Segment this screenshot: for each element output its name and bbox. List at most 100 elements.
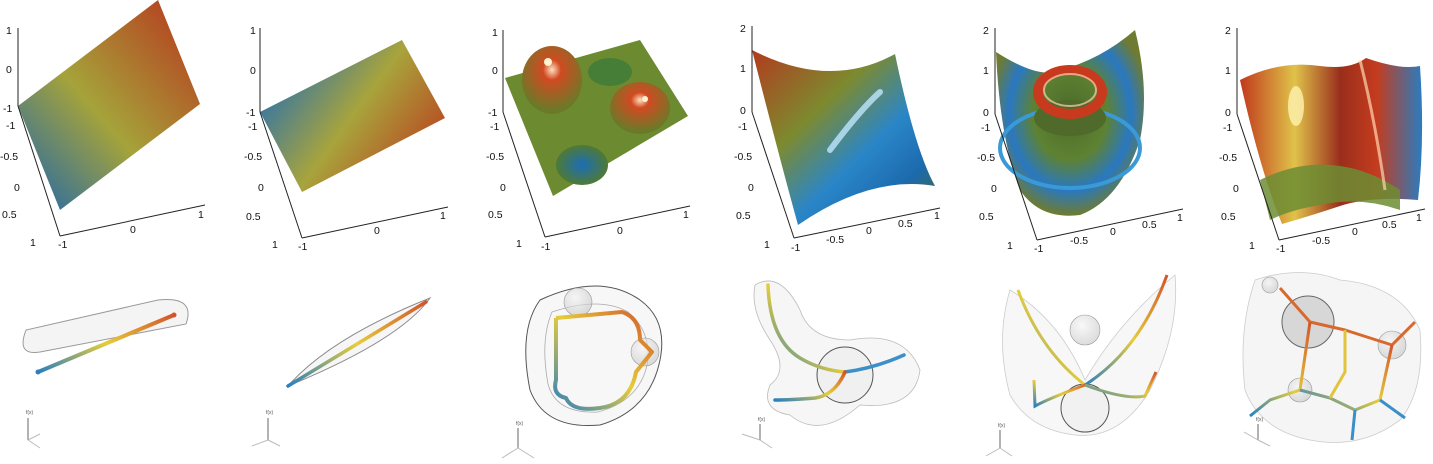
x-axis-line	[1036, 208, 1184, 241]
z-tick-1: 1	[250, 25, 256, 37]
y-tick-2: -0.5	[1219, 152, 1237, 164]
y-tick-2: -0.5	[977, 152, 995, 164]
y-tick-2: -0.5	[734, 151, 752, 163]
graph-edge	[843, 353, 906, 374]
x-axis-line	[1278, 208, 1426, 241]
y-tick-1: -1	[981, 122, 990, 134]
graph-node	[35, 369, 41, 375]
surface-plot-2: 1 0 -1 -1 -0.5 0 0.5 1 -1 0 1	[244, 25, 449, 253]
y-tick-3: 0	[14, 182, 20, 194]
axes-triad: f(x)	[741, 417, 773, 449]
surface-tilted-plane	[260, 40, 445, 192]
graph-render-6: f(x)	[1242, 272, 1422, 447]
x-axis-line	[793, 207, 941, 239]
y-axis-line	[502, 111, 546, 238]
panel-3: 1 0 -1 -1 -0.5 0 0.5 1 -1 0 1 f(x)	[486, 27, 691, 459]
highlight	[642, 96, 648, 102]
x-tick-1: -1	[58, 239, 67, 251]
graph-loop-edge	[553, 310, 654, 411]
node-sphere	[563, 287, 593, 317]
surface-plot-3: 1 0 -1 -1 -0.5 0 0.5 1 -1 0 1	[486, 27, 691, 253]
axes-triad: f(x)	[251, 410, 281, 447]
z-tick-2: 0	[6, 64, 12, 76]
x-tick-4: 0.5	[1142, 219, 1157, 231]
y-tick-5: 1	[516, 238, 522, 250]
x-tick-1: -1	[1276, 243, 1285, 255]
graph-edge	[286, 300, 428, 388]
y-tick-2: -0.5	[0, 151, 18, 163]
graph-render-3: f(x)	[501, 285, 663, 459]
x-tick-4: 0.5	[898, 218, 913, 230]
y-tick-4: 0.5	[246, 211, 261, 223]
y-axis-line	[17, 105, 61, 237]
z-tick-1: 2	[740, 23, 746, 35]
z-tick-1: 2	[1225, 25, 1231, 37]
surface-peak	[522, 46, 582, 114]
x-tick-2: 0	[374, 225, 380, 237]
z-tick-3: -1	[246, 107, 255, 119]
x-tick-2: -0.5	[1070, 235, 1088, 247]
graph-edge	[1379, 398, 1406, 420]
y-tick-4: 0.5	[2, 209, 17, 221]
graph-edge	[1016, 289, 1086, 387]
node-sphere	[1261, 276, 1279, 294]
surface-peak	[610, 82, 670, 134]
axes-triad: f(x)	[1243, 417, 1271, 447]
y-tick-3: 0	[500, 182, 506, 194]
axis-label: f(x)	[1256, 417, 1264, 423]
graph-edge	[1032, 379, 1086, 409]
y-tick-3: 0	[258, 182, 264, 194]
y-tick-1: -1	[1223, 122, 1232, 134]
x-axis-line	[59, 204, 206, 237]
graph-edge	[766, 283, 847, 374]
panel-1: 1 0 -1 -1 -0.5 0 0.5 1 -1 0 1 f(x)	[0, 0, 206, 449]
z-tick-2: 1	[740, 63, 746, 75]
axes-triad: f(x)	[985, 423, 1013, 457]
y-tick-1: -1	[248, 121, 257, 133]
y-tick-1: -1	[738, 121, 747, 133]
y-tick-5: 1	[30, 237, 36, 249]
graph-render-2: f(x)	[251, 296, 432, 447]
x-tick-5: 1	[1416, 212, 1422, 224]
z-tick-2: 1	[983, 65, 989, 77]
y-tick-3: 0	[991, 183, 997, 195]
y-tick-5: 1	[764, 239, 770, 251]
surface-linear-plane	[18, 0, 200, 210]
y-tick-5: 1	[272, 239, 278, 251]
x-tick-3: 1	[198, 209, 204, 221]
x-axis-line	[301, 206, 449, 239]
y-axis-line	[994, 113, 1038, 241]
tube-inner	[544, 303, 649, 413]
y-axis-line	[259, 111, 303, 239]
y-tick-2: -0.5	[244, 151, 262, 163]
graph-edge	[1350, 409, 1357, 441]
z-tick-3: 0	[983, 107, 989, 119]
z-tick-2: 0	[250, 65, 256, 77]
x-tick-5: 1	[1177, 212, 1183, 224]
graph-edge	[1084, 371, 1158, 399]
x-tick-1: -1	[541, 241, 550, 253]
surface-plot-1: 1 0 -1 -1 -0.5 0 0.5 1 -1 0 1	[0, 0, 206, 251]
surface-saddle	[752, 50, 935, 225]
highlight	[544, 58, 552, 66]
x-axis-line	[544, 205, 691, 238]
axes-triad: f(x)	[501, 421, 535, 459]
y-tick-5: 1	[1007, 240, 1013, 252]
x-tick-4: 0.5	[1382, 219, 1397, 231]
x-tick-2: -0.5	[1312, 235, 1330, 247]
y-tick-1: -1	[490, 121, 499, 133]
x-tick-3: 0	[866, 225, 872, 237]
x-tick-3: 1	[440, 210, 446, 222]
x-tick-2: -0.5	[826, 234, 844, 246]
graph-render-1: f(x)	[22, 299, 189, 449]
graph-render-4: f(x)	[741, 280, 921, 449]
x-tick-3: 1	[683, 209, 689, 221]
surface-ridge-front	[1260, 164, 1400, 220]
x-tick-1: -1	[298, 241, 307, 253]
y-axis-line	[751, 111, 795, 239]
highlight	[1358, 59, 1387, 191]
x-tick-2: 0	[617, 225, 623, 237]
x-tick-5: 1	[934, 210, 940, 222]
surface-valley	[588, 58, 632, 86]
